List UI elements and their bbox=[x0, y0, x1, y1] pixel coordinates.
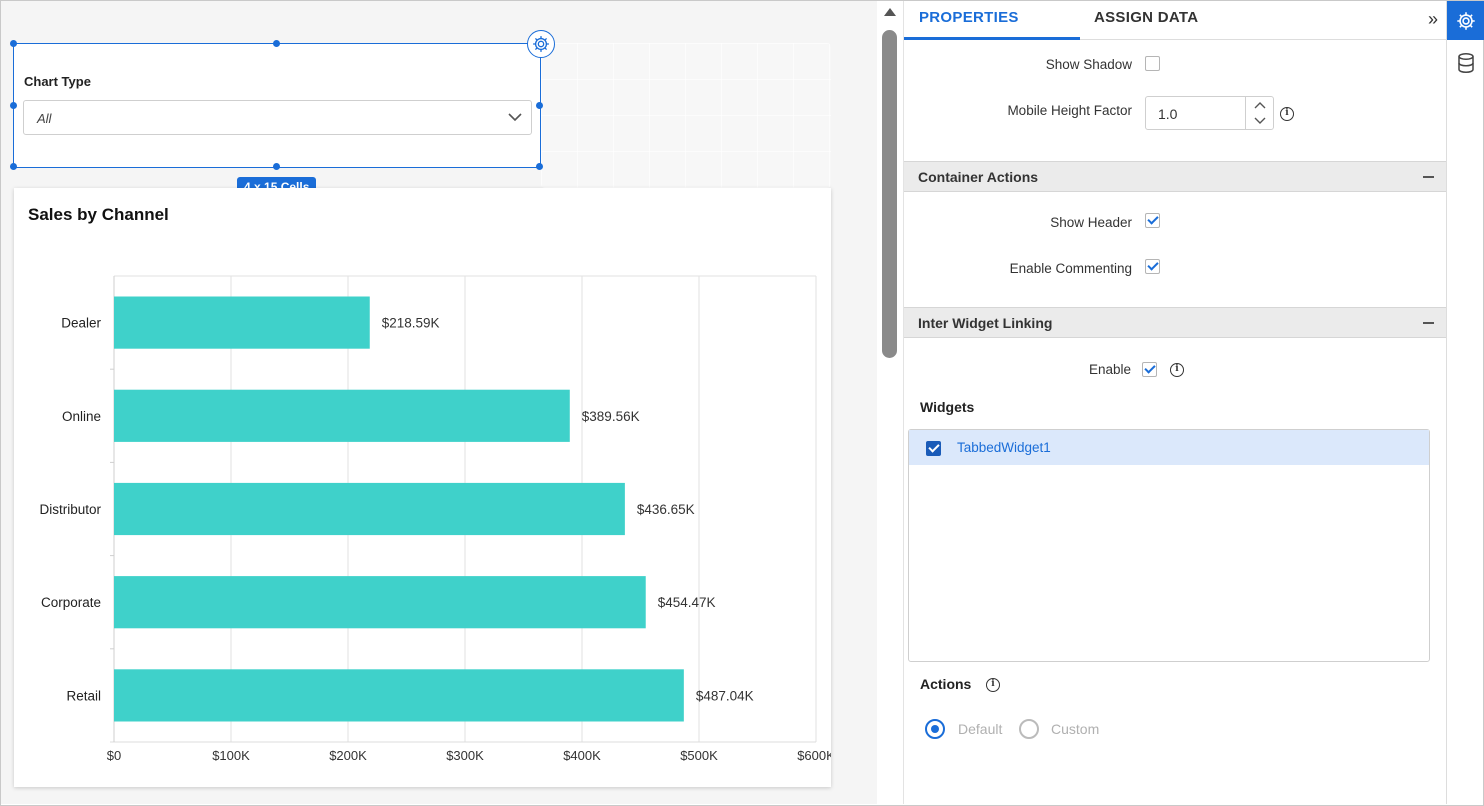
tab-properties[interactable]: PROPERTIES bbox=[919, 9, 1019, 26]
resize-handle-bottom[interactable] bbox=[273, 163, 280, 170]
enable-commenting-label: Enable Commenting bbox=[1009, 261, 1132, 276]
x-tick-label: $400K bbox=[563, 748, 601, 763]
enable-linking-checkbox[interactable] bbox=[1142, 362, 1157, 377]
tab-assign-data[interactable]: ASSIGN DATA bbox=[1094, 9, 1199, 26]
section-title: Container Actions bbox=[918, 169, 1039, 185]
active-tab-indicator bbox=[904, 37, 1080, 40]
y-category-label: Corporate bbox=[41, 595, 101, 610]
info-icon[interactable]: i bbox=[1170, 363, 1184, 377]
enable-label: Enable bbox=[1088, 362, 1131, 377]
show-shadow-checkbox[interactable] bbox=[1145, 56, 1160, 71]
widgets-list: TabbedWidget1 bbox=[908, 429, 1430, 662]
properties-rail-button[interactable] bbox=[1447, 1, 1484, 40]
x-tick-label: $300K bbox=[446, 748, 484, 763]
x-tick-label: $100K bbox=[212, 748, 250, 763]
resize-handle-bottom-left[interactable] bbox=[10, 163, 17, 170]
chevron-down-icon[interactable] bbox=[1246, 113, 1274, 129]
resize-handle-left[interactable] bbox=[10, 102, 17, 109]
properties-panel: PROPERTIES ASSIGN DATA » Show Shadow Mob… bbox=[904, 1, 1446, 804]
canvas-scrollbar[interactable] bbox=[877, 1, 904, 804]
data-label: $487.04K bbox=[696, 688, 754, 703]
bar bbox=[114, 389, 570, 442]
list-item[interactable]: TabbedWidget1 bbox=[909, 430, 1429, 465]
bar bbox=[114, 576, 646, 629]
minus-icon[interactable] bbox=[1423, 176, 1434, 178]
radio-custom-label: Custom bbox=[1051, 721, 1100, 737]
scroll-thumb[interactable] bbox=[882, 30, 897, 358]
data-label: $436.65K bbox=[637, 502, 695, 517]
bar bbox=[114, 669, 684, 722]
chart-title: Sales by Channel bbox=[28, 205, 169, 224]
y-category-label: Dealer bbox=[61, 316, 101, 331]
data-label: $218.59K bbox=[382, 316, 440, 331]
empty-grid-area bbox=[541, 43, 831, 188]
radio-custom[interactable] bbox=[1019, 719, 1039, 739]
x-tick-label: $600K bbox=[797, 748, 831, 763]
x-tick-label: $0 bbox=[107, 748, 121, 763]
dropdown-selected-value: All bbox=[37, 111, 52, 126]
mobile-height-factor-label: Mobile Height Factor bbox=[1007, 103, 1132, 118]
container-actions-section[interactable]: Container Actions bbox=[904, 161, 1446, 192]
show-header-label: Show Header bbox=[1050, 215, 1132, 230]
resize-handle-top-left[interactable] bbox=[10, 40, 17, 47]
widget-settings-button[interactable] bbox=[527, 30, 555, 58]
gear-icon bbox=[1456, 11, 1475, 30]
side-rail bbox=[1446, 1, 1484, 804]
dashboard-canvas: Chart Type All 4 x 15 Cells Sales by Cha… bbox=[1, 1, 877, 804]
bar bbox=[114, 482, 625, 536]
panel-tabs: PROPERTIES ASSIGN DATA » bbox=[904, 1, 1446, 40]
mobile-height-factor-value: 1.0 bbox=[1158, 106, 1178, 122]
widget-checkbox[interactable] bbox=[926, 441, 941, 456]
resize-handle-top[interactable] bbox=[273, 40, 280, 47]
number-spinner[interactable] bbox=[1245, 97, 1273, 129]
gear-icon bbox=[533, 36, 549, 52]
bar-chart: $0 $100K $200K $300K $400K $500K $600K Dealer $2… bbox=[39, 275, 831, 763]
minus-icon[interactable] bbox=[1423, 322, 1434, 324]
widgets-title: Widgets bbox=[920, 399, 975, 415]
radio-default[interactable] bbox=[925, 719, 945, 739]
chart-type-dropdown[interactable]: All bbox=[23, 100, 532, 135]
y-category-label: Online bbox=[62, 409, 101, 424]
collapse-panel-icon[interactable]: » bbox=[1427, 9, 1438, 29]
data-label: $454.47K bbox=[658, 595, 716, 610]
chart-type-filter-widget[interactable]: Chart Type All bbox=[13, 43, 541, 168]
x-tick-label: $200K bbox=[329, 748, 367, 763]
enable-commenting-checkbox[interactable] bbox=[1145, 259, 1160, 274]
show-header-checkbox[interactable] bbox=[1145, 213, 1160, 228]
x-tick-label: $500K bbox=[680, 748, 718, 763]
y-category-label: Retail bbox=[66, 688, 101, 703]
database-icon bbox=[1457, 52, 1474, 73]
scroll-up-arrow[interactable] bbox=[884, 8, 896, 16]
sales-by-channel-widget[interactable]: Sales by Channel $0 $100K $200K $300K $400K $… bbox=[14, 188, 831, 787]
bar bbox=[114, 296, 370, 349]
info-icon[interactable]: i bbox=[986, 678, 1000, 692]
chevron-down-icon bbox=[508, 113, 522, 122]
radio-default-label: Default bbox=[958, 721, 1003, 737]
mobile-height-factor-input[interactable]: 1.0 bbox=[1145, 96, 1274, 130]
actions-title: Actions bbox=[920, 676, 972, 692]
data-source-rail-button[interactable] bbox=[1447, 43, 1484, 82]
chevron-up-icon[interactable] bbox=[1246, 97, 1274, 113]
section-title: Inter Widget Linking bbox=[918, 315, 1053, 331]
resize-handle-bottom-right[interactable] bbox=[536, 163, 543, 170]
data-label: $389.56K bbox=[582, 409, 640, 424]
y-category-label: Distributor bbox=[39, 502, 101, 517]
resize-handle-right[interactable] bbox=[536, 102, 543, 109]
widget-name: TabbedWidget1 bbox=[957, 440, 1051, 455]
show-shadow-label: Show Shadow bbox=[1045, 57, 1132, 72]
inter-widget-linking-section[interactable]: Inter Widget Linking bbox=[904, 307, 1446, 338]
filter-label: Chart Type bbox=[24, 74, 91, 89]
info-icon[interactable]: i bbox=[1280, 107, 1294, 121]
